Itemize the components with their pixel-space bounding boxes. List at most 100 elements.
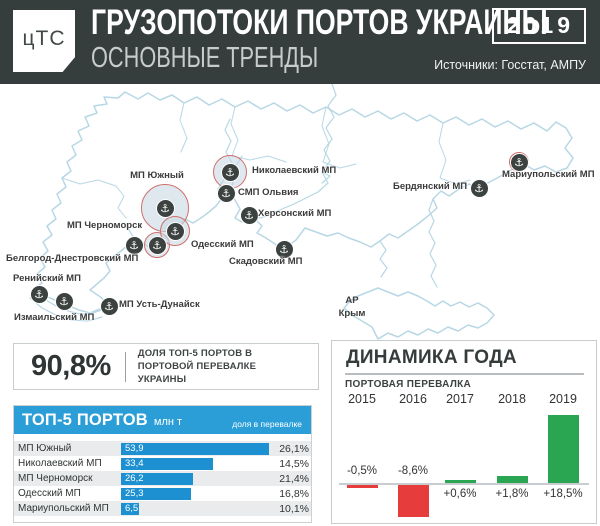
port-marker: ⚓ xyxy=(165,221,185,241)
anchor-icon: ⚓ xyxy=(514,155,524,169)
table-row: Николаевский МП 33,4 14,5% xyxy=(14,456,311,471)
top5-share-label: ДОЛЯ ТОП-5 ПОРТОВ В ПОРТОВОЙ ПЕРЕВАЛКЕ У… xyxy=(137,347,257,386)
share-cell: 26,1% xyxy=(279,442,309,455)
top5-ports-panel: ТОП-5 ПОРТОВ млн т доля в перевалке МП Ю… xyxy=(13,405,312,523)
cts-logo: цТС xyxy=(13,10,75,72)
port-marker: ⚓ xyxy=(220,162,240,182)
port-marker: ⚓ xyxy=(469,178,489,198)
divider xyxy=(124,351,126,382)
year-dynamics-panel: ДИНАМИКА ГОДА ПОРТОВАЯ ПЕРЕВАЛКА 2015 -0,… xyxy=(331,340,597,524)
chart-value-label: +1,8% xyxy=(495,488,529,500)
volume-bar: 26,2 xyxy=(121,472,193,485)
share-cell: 14,5% xyxy=(279,457,309,470)
share-cell: 16,8% xyxy=(279,487,309,500)
chart-title: ДИНАМИКА ГОДА xyxy=(346,347,517,368)
volume-value: 26,2 xyxy=(125,472,144,484)
anchor-icon: ⚓ xyxy=(474,181,484,195)
volume-bar: 25,3 xyxy=(121,487,191,500)
top5-share-box: 90,8% ДОЛЯ ТОП-5 ПОРТОВ В ПОРТОВОЙ ПЕРЕВ… xyxy=(13,343,319,390)
chart-subtitle: ПОРТОВАЯ ПЕРЕВАЛКА xyxy=(345,379,472,390)
volume-bar: 6,5 xyxy=(121,502,139,515)
port-name-cell: МП Южный xyxy=(18,443,72,454)
port-label: МП Черноморск xyxy=(67,220,143,231)
chart-year-label: 2018 xyxy=(498,392,526,406)
chart-year-label: 2017 xyxy=(446,392,474,406)
port-name-cell: Мариупольский МП xyxy=(18,503,109,514)
chart-baseline-axis xyxy=(339,483,589,485)
anchor-icon: ⚓ xyxy=(170,224,180,238)
chart-bar xyxy=(445,480,476,483)
chart-bar xyxy=(347,485,378,488)
chart-title-rule xyxy=(345,373,584,375)
port-marker: ⚓ xyxy=(29,284,49,304)
region-label-crimea: АР Крым xyxy=(338,295,366,319)
volume-bar-cell: 33,4 xyxy=(121,456,269,471)
share-cell: 10,1% xyxy=(279,502,309,515)
table-row: МП Черноморск 26,2 21,4% xyxy=(14,471,311,486)
chart-value-label: +0,6% xyxy=(443,488,477,500)
anchor-icon: ⚓ xyxy=(104,299,114,313)
port-label: Одесский МП xyxy=(191,239,254,250)
header: цТС ГРУЗОПОТОКИ ПОРТОВ УКРАИНЫ ОСНОВНЫЕ … xyxy=(0,0,600,84)
anchor-icon: ⚓ xyxy=(244,208,254,222)
chart-bar xyxy=(398,485,429,517)
year-badge: 2019 xyxy=(491,8,586,44)
port-marker: ⚓ xyxy=(239,205,259,225)
anchor-icon: ⚓ xyxy=(152,238,162,252)
chart-value-label: +18,5% xyxy=(543,488,583,500)
port-marker: ⚓ xyxy=(274,239,294,259)
volume-value: 33,4 xyxy=(125,457,144,469)
port-label: Белгород-Днестровский МП xyxy=(6,253,139,264)
crimea-outline xyxy=(343,287,495,340)
top5-rows: МП Южный 53,9 26,1% Николаевский МП 33,4 14,5… xyxy=(14,441,311,516)
volume-bar: 33,4 xyxy=(121,457,213,470)
volume-bar-cell: 53,9 xyxy=(121,441,269,456)
port-marker: ⚓ xyxy=(216,183,236,203)
port-label: Мариупольский МП xyxy=(502,169,595,180)
page-subtitle: ОСНОВНЫЕ ТРЕНДЫ xyxy=(91,42,319,74)
port-marker: ⚓ xyxy=(509,152,529,172)
port-marker: ⚓ xyxy=(54,291,74,311)
top5-header: ТОП-5 ПОРТОВ млн т доля в перевалке xyxy=(14,406,311,434)
country-border xyxy=(33,91,574,314)
page-title: ГРУЗОПОТОКИ ПОРТОВ УКРАИНЫ xyxy=(91,3,548,42)
port-label: Измаильский МП xyxy=(14,312,95,323)
port-label: Ренийский МП xyxy=(13,273,81,284)
volume-value: 25,3 xyxy=(125,487,144,499)
port-marker: ⚓ xyxy=(99,296,119,316)
table-row: Одесский МП 25,3 16,8% xyxy=(14,486,311,501)
chart-year-label: 2015 xyxy=(348,392,376,406)
port-label: Скадовский МП xyxy=(229,256,303,267)
port-label: СМП Ольвия xyxy=(238,187,299,198)
chart-bar xyxy=(497,476,528,483)
table-row: Мариупольский МП 6,5 10,1% xyxy=(14,501,311,516)
anchor-icon: ⚓ xyxy=(34,287,44,301)
port-label: Николаевский МП xyxy=(252,165,337,176)
volume-bar-cell: 6,5 xyxy=(121,501,269,516)
anchor-icon: ⚓ xyxy=(59,294,69,308)
sources-note: Источники: Госстат, АМПУ xyxy=(434,58,586,72)
anchor-icon: ⚓ xyxy=(225,165,235,179)
chart-value-label: -0,5% xyxy=(346,465,378,477)
volume-value: 6,5 xyxy=(125,502,139,514)
chart-bar xyxy=(548,415,579,483)
port-name-cell: МП Черноморск xyxy=(18,473,93,484)
share-cell: 21,4% xyxy=(279,472,309,485)
top5-unit: млн т xyxy=(153,416,183,428)
chart-year-label: 2019 xyxy=(549,392,577,406)
top5-share-value: 90,8% xyxy=(31,350,111,382)
sivash-lines xyxy=(379,198,438,288)
port-label: МП Южный xyxy=(130,170,184,181)
port-label: Херсонский МП xyxy=(258,208,332,219)
top5-title: ТОП-5 ПОРТОВ xyxy=(22,410,148,429)
chart-value-label: -8,6% xyxy=(397,465,429,477)
port-label: МП Усть-Дунайск xyxy=(119,299,200,310)
port-marker: ⚓ xyxy=(147,235,167,255)
port-name-cell: Николаевский МП xyxy=(18,458,102,469)
dnipro-river xyxy=(253,83,337,219)
volume-bar: 53,9 xyxy=(121,442,269,455)
port-marker: ⚓ xyxy=(124,235,144,255)
port-marker: ⚓ xyxy=(155,198,175,218)
volume-value: 53,9 xyxy=(125,442,144,454)
anchor-icon: ⚓ xyxy=(279,242,289,256)
